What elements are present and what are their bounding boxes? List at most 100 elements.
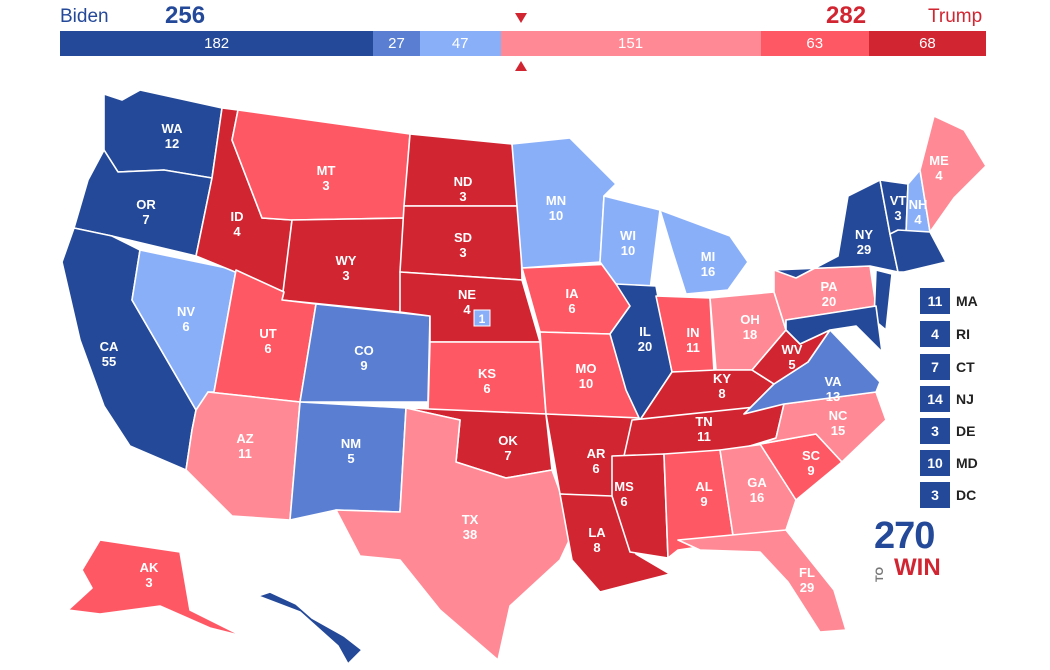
biden-name: Biden — [60, 6, 109, 27]
state-label-nh: NH — [909, 197, 928, 212]
state-label-ia: IA — [566, 286, 580, 301]
trump-name: Trump — [928, 6, 983, 27]
logo-number: 270 — [874, 515, 935, 557]
bar-segment-lean-d[interactable]: 47 — [419, 31, 501, 56]
state-ev-az: 11 — [238, 446, 252, 461]
state-label-ca: CA — [100, 339, 119, 354]
state-label-az: AZ — [236, 431, 253, 446]
state-ms[interactable] — [611, 453, 669, 559]
state-label-or: OR — [136, 197, 156, 212]
state-hi[interactable] — [257, 591, 363, 665]
state-ny[interactable] — [773, 179, 899, 279]
state-label-pa: PA — [820, 279, 838, 294]
state-ev-ne: 4 — [463, 302, 471, 317]
bar-segment-lean-r[interactable]: 151 — [500, 31, 761, 56]
270-marker-bottom-icon — [515, 61, 527, 71]
state-ev-la: 8 — [593, 540, 600, 555]
state-ev-fl: 29 — [800, 580, 814, 595]
legend-ev-box: 4 — [920, 321, 950, 347]
state-label-mi: MI — [701, 249, 715, 264]
legend-item-ma[interactable]: 11 MA — [920, 288, 978, 314]
legend-ev-box: 14 — [920, 386, 950, 412]
legend-state-label: RI — [956, 326, 970, 342]
state-label-me: ME — [929, 153, 949, 168]
legend-ev-box: 11 — [920, 288, 950, 314]
state-label-in: IN — [687, 325, 700, 340]
state-ev-ky: 8 — [718, 386, 725, 401]
legend-item-md[interactable]: 10 MD — [920, 450, 978, 476]
state-label-ar: AR — [587, 446, 606, 461]
state-label-wv: WV — [782, 342, 803, 357]
bar-segment-safe-d[interactable]: 182 — [60, 31, 374, 56]
state-ev-id: 4 — [233, 224, 241, 239]
state-ne-new[interactable] — [889, 229, 947, 273]
state-label-hi: HI — [316, 634, 329, 649]
state-ev-sd: 3 — [459, 245, 466, 260]
state-label-va: VA — [824, 374, 842, 389]
270towin-logo: 270 TO WIN — [874, 516, 944, 584]
state-ev-ny: 29 — [857, 242, 871, 257]
270-marker-top-icon — [515, 13, 527, 23]
state-ev-hi: 4 — [318, 649, 326, 664]
state-ev-vt: 3 — [894, 208, 901, 223]
bar-segment-likely-d[interactable]: 27 — [373, 31, 420, 56]
state-label-ga: GA — [747, 475, 767, 490]
legend-ev-box: 3 — [920, 482, 950, 508]
state-label-tx: TX — [462, 512, 479, 527]
state-ev-tx: 38 — [463, 527, 477, 542]
state-ev-nd: 3 — [459, 189, 466, 204]
state-me[interactable] — [919, 115, 987, 233]
electoral-vote-bar: 182 27 47 151 63 68 — [60, 31, 986, 56]
state-ev-ar: 6 — [592, 461, 599, 476]
legend-item-ct[interactable]: 7 CT — [920, 354, 975, 380]
state-ev-nv: 6 — [182, 319, 189, 334]
state-label-wy: WY — [336, 253, 357, 268]
state-ev-nh: 4 — [914, 212, 922, 227]
legend-item-nj[interactable]: 14 NJ — [920, 386, 974, 412]
state-label-il: IL — [639, 324, 651, 339]
state-md[interactable] — [785, 305, 883, 353]
state-ev-ga: 16 — [750, 490, 764, 505]
state-tx[interactable] — [335, 407, 575, 661]
state-ev-ks: 6 — [483, 381, 490, 396]
state-label-ne: NE — [458, 287, 476, 302]
state-ev-mn: 10 — [549, 208, 563, 223]
state-ak[interactable] — [67, 539, 243, 637]
bar-segment-likely-r[interactable]: 63 — [760, 31, 869, 56]
state-fl[interactable] — [677, 529, 847, 633]
legend-item-de[interactable]: 3 DE — [920, 418, 975, 444]
legend-state-label: DC — [956, 487, 977, 503]
state-ev-va: 13 — [826, 389, 840, 404]
state-mi[interactable] — [659, 209, 749, 295]
state-ev-mt: 3 — [322, 178, 329, 193]
state-label-ok: OK — [498, 433, 518, 448]
state-ev-co: 9 — [360, 358, 367, 373]
state-label-mn: MN — [546, 193, 566, 208]
legend-ev-box: 10 — [920, 450, 950, 476]
legend-ev-box: 3 — [920, 418, 950, 444]
legend-item-dc[interactable]: 3 DC — [920, 482, 976, 508]
state-label-wi: WI — [620, 228, 636, 243]
state-ev-ca: 55 — [102, 354, 116, 369]
legend-item-ri[interactable]: 4 RI — [920, 321, 970, 347]
state-label-ky: KY — [713, 371, 731, 386]
state-ev-il: 20 — [638, 339, 652, 354]
state-ev-al: 9 — [700, 494, 707, 509]
state-ev-ms: 6 — [620, 494, 627, 509]
state-ev-ia: 6 — [568, 301, 575, 316]
state-nj[interactable] — [873, 269, 893, 331]
state-ev-nc: 15 — [831, 423, 845, 438]
state-ev-ak: 3 — [145, 575, 152, 590]
state-ev-oh: 18 — [743, 327, 757, 342]
legend-state-label: MA — [956, 293, 978, 309]
state-label-mo: MO — [576, 361, 597, 376]
bar-segment-safe-r[interactable]: 68 — [868, 31, 986, 56]
legend-ev-box: 7 — [920, 354, 950, 380]
ne-district-box[interactable] — [473, 309, 491, 327]
state-label-fl: FL — [799, 565, 815, 580]
state-label-nd: ND — [454, 174, 473, 189]
legend-state-label: CT — [956, 359, 975, 375]
state-ev-wa: 12 — [165, 136, 179, 151]
state-label-mt: MT — [317, 163, 336, 178]
state-label-ny: NY — [855, 227, 873, 242]
